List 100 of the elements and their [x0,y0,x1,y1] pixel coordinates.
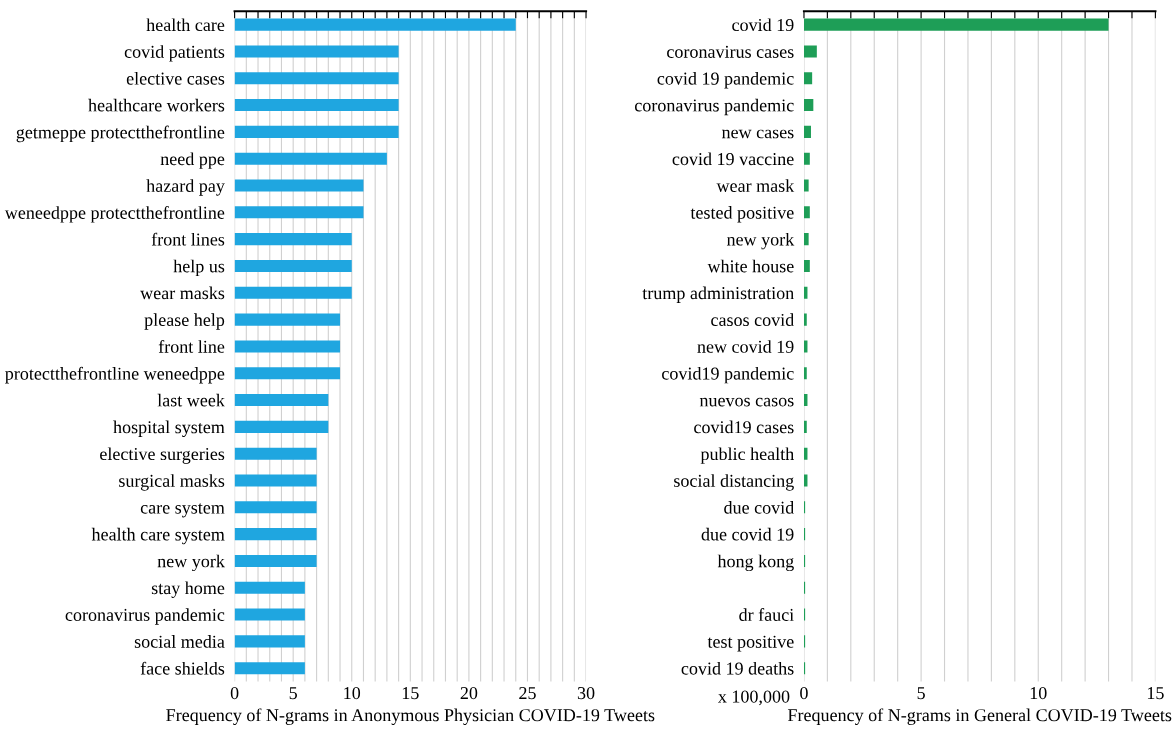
x-tick-label: 15 [1147,687,1164,700]
bar [234,313,341,326]
bar [234,447,317,460]
x-tick-label: 15 [402,687,419,700]
y-tick-label: due covid 19 [701,527,794,541]
bar [234,233,352,246]
y-tick-label: hong kong [717,554,794,572]
x-tick-label: 0 [800,686,808,700]
y-tick-label: wear mask [716,179,795,192]
y-tick-label: covid patients [124,45,225,62]
y-tick-label: protectthefrontline weneedppe [5,366,225,384]
x-tick-label: 20 [460,686,478,700]
y-tick-label: last week [157,393,225,407]
y-tick-label: front line [158,339,225,353]
bar [234,72,399,85]
bar [803,99,814,112]
y-tick-label: healthcare workers [88,98,225,112]
x-axis-title: Frequency of N-grams in General COVID-19 Tweets [787,708,1172,725]
y-tick-label: social media [134,635,225,648]
bar [234,608,305,621]
y-tick-label: public health [700,447,794,464]
y-tick-label: surgical masks [119,474,225,491]
text: x 100,000 [718,690,790,706]
y-tick-label: coronavirus cases [667,45,794,58]
x-tick-label: 30 [577,686,595,700]
bar [234,286,352,299]
x-tick-label: 10 [1030,686,1047,700]
bar [803,179,809,192]
bar [803,474,808,487]
x-tick-label: 5 [917,687,925,700]
bar [803,72,813,85]
y-tick-label: new cases [721,129,794,139]
bar [234,99,399,112]
y-tick-label: weneedppe protectthefrontline [4,205,225,223]
y-tick-label: need ppe [160,152,225,169]
y-tick-label: nuevos casos [699,397,794,407]
bar [234,420,329,433]
bar [234,206,364,219]
y-tick-label: hospital system [113,420,225,438]
bar [803,18,1109,31]
x-tick-label: 10 [344,686,361,700]
y-tick-label: care system [140,503,225,518]
y-tick-label: elective cases [126,72,225,85]
bar [234,554,317,567]
y-tick-label: test positive [707,635,794,652]
y-tick-label: coronavirus pandemic [634,98,794,116]
y-tick-label: please help [144,313,225,330]
x-tick-label: 25 [519,687,536,700]
y-tick-label: face shields [140,661,225,675]
bar [234,662,305,675]
bar [803,125,811,138]
bar [803,420,807,433]
x-tick-label: 5 [289,687,297,700]
y-tick-label: front lines [151,232,225,246]
bar [803,45,817,58]
bar [234,528,317,541]
bar [803,313,807,326]
y-tick-label: covid 19 pandemic [657,72,794,89]
bar [803,152,810,165]
y-tick-label: getmeppe protectthefrontline [16,125,225,143]
y-tick-label: help us [173,259,225,277]
bar [803,206,810,219]
y-tick-label: covid 19 [732,18,794,32]
y-tick-label: covid 19 vaccine [672,152,794,166]
y-tick-label: white house [707,259,794,273]
bar [803,367,807,380]
y-tick-label: new covid 19 [697,340,794,353]
bar [234,340,341,353]
bar [234,635,305,648]
y-tick-label: trump administration [642,286,794,303]
bar [234,45,399,58]
x-tick-label: 0 [230,686,239,700]
bar [234,179,364,192]
y-tick-label: dr fauci [739,608,794,621]
y-tick-label: elective surgeries [100,447,225,464]
y-tick-label: health care [146,18,225,32]
y-tick-label: covid19 cases [694,420,794,434]
y-tick-label: coronavirus pandemic [65,608,225,625]
y-tick-label: new york [726,232,795,250]
y-tick-label: casos covid [711,313,795,327]
bar [803,233,809,246]
bar [234,501,317,514]
bar [234,125,399,138]
bar [234,367,341,380]
y-tick-label: health care system [91,527,225,545]
bar [234,259,352,272]
bar [234,474,317,487]
bar [234,394,329,407]
y-tick-label: hazard pay [146,179,225,196]
y-tick-label: covid19 pandemic [662,366,794,384]
bar [234,152,387,165]
y-tick-label: new york [157,554,225,572]
y-tick-label: wear masks [140,286,225,300]
y-tick-label: social distancing [674,474,794,491]
x-axis-title: Frequency of N-grams in Anonymous Physician COVID-19 Tweets [166,708,655,725]
y-tick-label: covid 19 deaths [681,661,794,675]
bar [234,581,305,594]
bar [234,18,516,31]
bar [803,259,810,272]
y-tick-label: due covid [724,501,795,514]
